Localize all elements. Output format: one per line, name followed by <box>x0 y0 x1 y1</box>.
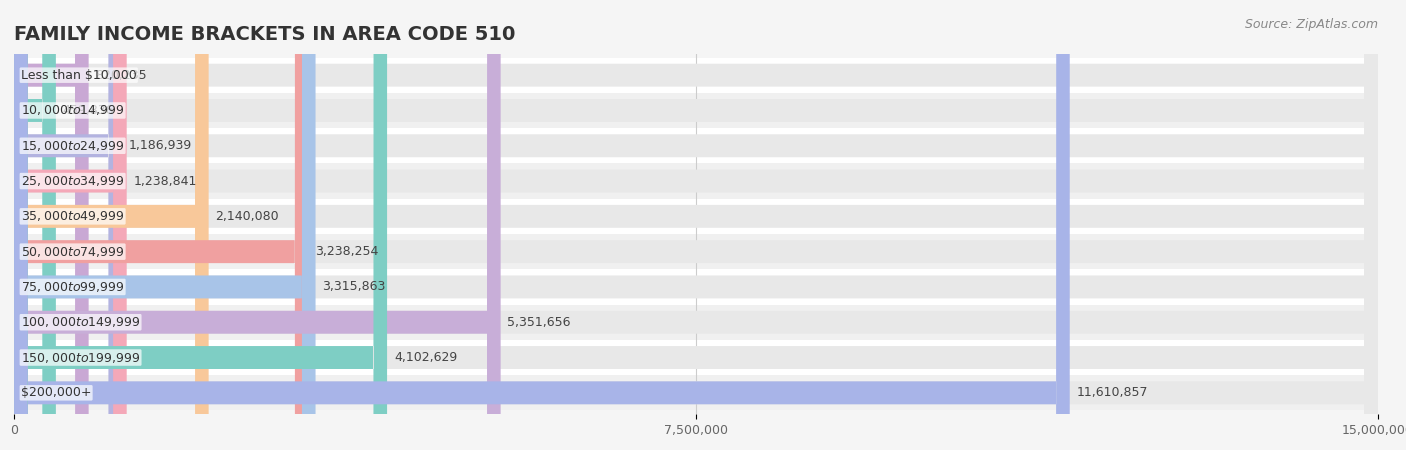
FancyBboxPatch shape <box>14 0 1378 450</box>
Text: Source: ZipAtlas.com: Source: ZipAtlas.com <box>1244 18 1378 31</box>
Text: $200,000+: $200,000+ <box>21 386 91 399</box>
Text: $50,000 to $74,999: $50,000 to $74,999 <box>21 245 124 259</box>
FancyBboxPatch shape <box>14 0 1378 450</box>
FancyBboxPatch shape <box>14 0 315 450</box>
Text: 3,315,863: 3,315,863 <box>322 280 385 293</box>
Bar <box>14 58 1378 93</box>
Bar <box>14 128 1378 163</box>
FancyBboxPatch shape <box>14 0 501 450</box>
Text: 4,102,629: 4,102,629 <box>394 351 457 364</box>
Bar <box>14 234 1378 269</box>
Text: 1,186,939: 1,186,939 <box>129 139 193 152</box>
FancyBboxPatch shape <box>14 0 56 450</box>
FancyBboxPatch shape <box>14 0 1378 450</box>
Text: FAMILY INCOME BRACKETS IN AREA CODE 510: FAMILY INCOME BRACKETS IN AREA CODE 510 <box>14 25 516 44</box>
Bar <box>14 269 1378 305</box>
FancyBboxPatch shape <box>14 0 1378 450</box>
Text: 3,238,254: 3,238,254 <box>315 245 378 258</box>
FancyBboxPatch shape <box>14 0 1378 450</box>
FancyBboxPatch shape <box>14 0 208 450</box>
Text: $75,000 to $99,999: $75,000 to $99,999 <box>21 280 124 294</box>
Text: 1,238,841: 1,238,841 <box>134 175 197 188</box>
Bar <box>14 375 1378 410</box>
Bar <box>14 305 1378 340</box>
Text: 820,235: 820,235 <box>96 69 148 82</box>
Bar <box>14 93 1378 128</box>
Text: $10,000 to $14,999: $10,000 to $14,999 <box>21 104 124 117</box>
FancyBboxPatch shape <box>14 0 387 450</box>
FancyBboxPatch shape <box>14 0 89 450</box>
FancyBboxPatch shape <box>14 0 127 450</box>
Text: $150,000 to $199,999: $150,000 to $199,999 <box>21 351 141 364</box>
Text: 11,610,857: 11,610,857 <box>1077 386 1149 399</box>
FancyBboxPatch shape <box>14 0 1378 450</box>
Bar <box>14 163 1378 199</box>
Text: $100,000 to $149,999: $100,000 to $149,999 <box>21 315 141 329</box>
Text: Less than $10,000: Less than $10,000 <box>21 69 136 82</box>
Bar <box>14 340 1378 375</box>
Text: $25,000 to $34,999: $25,000 to $34,999 <box>21 174 124 188</box>
FancyBboxPatch shape <box>14 0 122 450</box>
FancyBboxPatch shape <box>14 0 1378 450</box>
Text: $15,000 to $24,999: $15,000 to $24,999 <box>21 139 124 153</box>
Bar <box>14 199 1378 234</box>
FancyBboxPatch shape <box>14 0 1378 450</box>
FancyBboxPatch shape <box>14 0 308 450</box>
Text: 5,351,656: 5,351,656 <box>508 316 571 329</box>
FancyBboxPatch shape <box>14 0 1378 450</box>
Text: 459,836: 459,836 <box>63 104 114 117</box>
FancyBboxPatch shape <box>14 0 1070 450</box>
Text: $35,000 to $49,999: $35,000 to $49,999 <box>21 209 124 223</box>
FancyBboxPatch shape <box>14 0 1378 450</box>
Text: 2,140,080: 2,140,080 <box>215 210 278 223</box>
